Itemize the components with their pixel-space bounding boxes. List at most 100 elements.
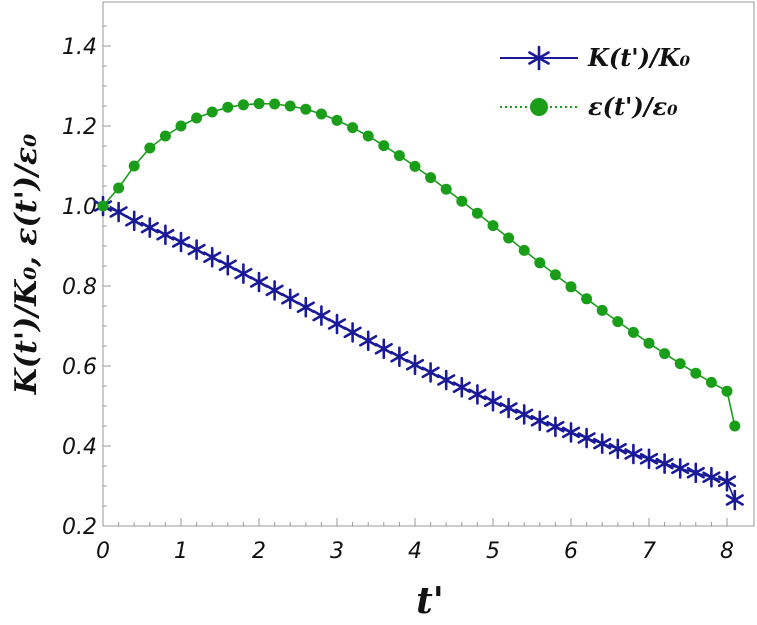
data-point-k (483, 390, 503, 412)
data-point-k (468, 384, 487, 405)
data-point-k (437, 369, 456, 391)
data-point-k (296, 296, 315, 318)
legend-label-eps: ε(t')/ε₀ (588, 92, 678, 121)
data-point-eps (487, 220, 499, 232)
data-point-eps (159, 130, 171, 142)
data-point-eps (729, 420, 741, 432)
data-point-k (686, 462, 705, 484)
y-tick-label: 0.8 (62, 275, 97, 300)
data-point-k (515, 404, 534, 425)
data-point-k (577, 427, 596, 449)
data-point-eps (284, 100, 296, 112)
axis-ticks: 0 1 2 3 4 5 6 7 8 0.2 0.4 0.6 0.8 1.0 1.2 1.4 (62, 25, 734, 564)
data-point-eps (300, 103, 312, 115)
data-point-eps (237, 99, 249, 111)
series-line-1 (102, 102, 736, 427)
y-tick-label: 1.4 (62, 35, 97, 60)
x-tick-label: 8 (720, 539, 734, 564)
data-point-eps (471, 207, 483, 219)
x-tick-label: 1 (174, 539, 188, 564)
data-point-eps (674, 358, 686, 370)
data-point-k (530, 410, 549, 432)
x-tick-label: 7 (642, 539, 656, 564)
x-axis-title: t' (416, 580, 444, 622)
data-point-eps (596, 304, 608, 316)
data-point-eps (144, 142, 156, 154)
data-point-k (109, 201, 128, 223)
data-point-eps (269, 98, 281, 110)
data-point-eps (191, 112, 203, 124)
data-point-k (717, 470, 737, 492)
data-point-eps (705, 376, 717, 388)
data-point-k (671, 458, 690, 479)
x-tick-label: 2 (252, 539, 266, 564)
data-point-k (171, 231, 191, 253)
data-point-eps (440, 183, 452, 195)
data-point-eps (378, 140, 390, 152)
legend-marker-eps (530, 98, 548, 116)
data-point-k (452, 376, 471, 398)
data-point-k (405, 354, 425, 376)
data-point-k (624, 443, 643, 465)
legend-dot-marker (530, 98, 548, 116)
data-point-k (140, 217, 159, 238)
data-point-eps (175, 120, 187, 132)
data-point-eps (409, 160, 421, 172)
data-point-eps (113, 182, 125, 194)
data-point-k (421, 362, 440, 383)
data-point-eps (362, 130, 374, 142)
y-axis-title: K(t')/K₀, ε(t')/ε₀ (9, 134, 44, 396)
data-point-k (608, 438, 627, 460)
data-point-eps (659, 348, 671, 360)
legend-star-marker (528, 45, 550, 71)
data-point-k (203, 246, 222, 268)
y-tick-label: 0.4 (62, 435, 97, 460)
x-tick-label: 3 (330, 539, 344, 564)
x-tick-label: 5 (486, 539, 500, 564)
data-point-eps (315, 108, 327, 120)
data-point-k (546, 416, 565, 438)
data-point-eps (581, 293, 593, 305)
data-point-k (156, 224, 175, 246)
data-point-k (390, 346, 409, 368)
data-point-eps (347, 122, 359, 134)
data-point-k (187, 239, 206, 260)
data-point-k (343, 322, 362, 343)
y-tick-label: 1.0 (62, 195, 97, 220)
data-point-eps (206, 106, 218, 118)
data-point-k (593, 433, 612, 454)
legend: K(t')/K₀ ε(t')/ε₀ (500, 43, 691, 121)
x-tick-label: 0 (96, 539, 110, 564)
data-point-k (374, 338, 393, 360)
y-tick-label: 0.6 (62, 355, 97, 380)
data-point-eps (393, 150, 405, 162)
data-point-eps (518, 244, 530, 256)
x-tick-label: 6 (564, 539, 578, 564)
y-tick-label: 1.2 (62, 115, 97, 140)
data-point-k (234, 263, 253, 284)
series-markers (93, 98, 744, 511)
plot-frame (102, 1, 755, 527)
x-tick-label: 4 (408, 539, 422, 564)
legend-marker-k (528, 45, 550, 71)
data-point-eps (534, 257, 546, 269)
data-point-k (327, 313, 347, 335)
data-point-k (499, 397, 518, 419)
data-point-k (249, 271, 269, 293)
data-point-k (125, 210, 144, 232)
data-point-eps (253, 98, 265, 110)
data-point-k (281, 288, 300, 310)
data-point-k (265, 280, 284, 301)
y-tick-label: 0.2 (62, 515, 97, 540)
legend-label-k: K(t')/K₀ (587, 43, 691, 72)
data-point-eps (425, 172, 437, 184)
data-point-eps (565, 281, 577, 293)
data-point-k (218, 254, 237, 276)
data-point-eps (222, 101, 234, 113)
data-point-eps (97, 200, 109, 212)
data-point-eps (627, 326, 639, 338)
data-point-k (359, 330, 378, 352)
data-point-eps (456, 195, 468, 207)
data-point-eps (549, 269, 561, 281)
